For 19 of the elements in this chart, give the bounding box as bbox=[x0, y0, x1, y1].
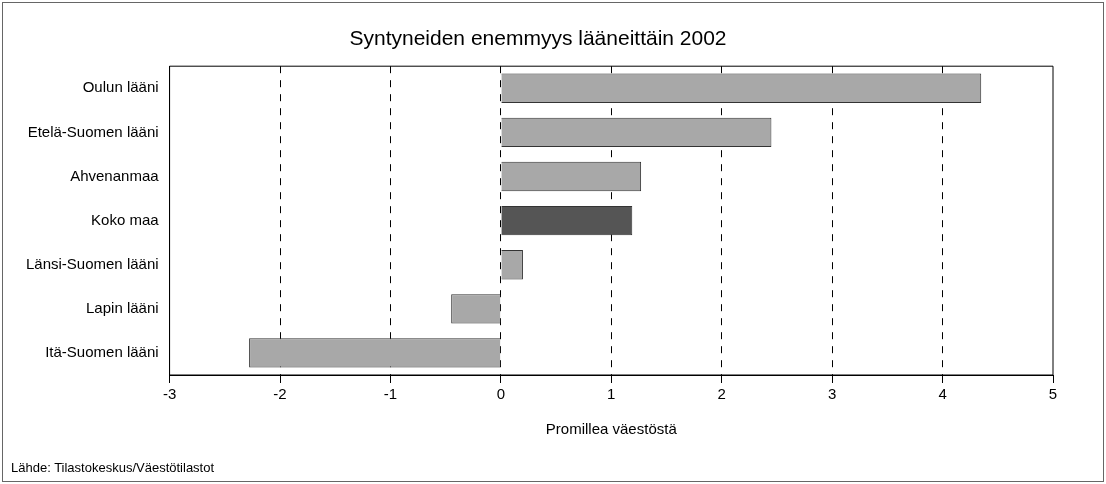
text: Lähde: Tilastokeskus/Väestötilastot bbox=[11, 460, 215, 475]
y-tick-label: Länsi-Suomen lääni bbox=[25, 254, 159, 272]
x-tick-label: 0 bbox=[496, 385, 506, 403]
x-axis-title: Promillea väestöstä bbox=[545, 420, 678, 438]
x-tick-label: -2 bbox=[273, 385, 287, 403]
y-tick-label: Lapin lääni bbox=[86, 298, 159, 316]
y-tick-label: Itä-Suomen lääni bbox=[45, 343, 159, 361]
y-tick-label: Etelä-Suomen lääni bbox=[27, 122, 159, 140]
x-tick-label: -1 bbox=[383, 385, 398, 403]
x-tick-label: 1 bbox=[607, 385, 616, 403]
chart-title: Syntyneiden enemmyys lääneittäin 2002 bbox=[349, 26, 727, 50]
x-tick-label: 5 bbox=[1048, 385, 1058, 403]
x-tick-label: -3 bbox=[162, 385, 177, 403]
y-tick-label: Oulun lääni bbox=[82, 78, 159, 96]
x-tick-label: 2 bbox=[717, 385, 726, 403]
y-tick-label: Koko maa bbox=[91, 210, 160, 228]
x-tick-label: 3 bbox=[827, 385, 837, 403]
y-tick-label: Ahvenanmaa bbox=[70, 166, 160, 184]
x-tick-label: 4 bbox=[938, 385, 947, 403]
